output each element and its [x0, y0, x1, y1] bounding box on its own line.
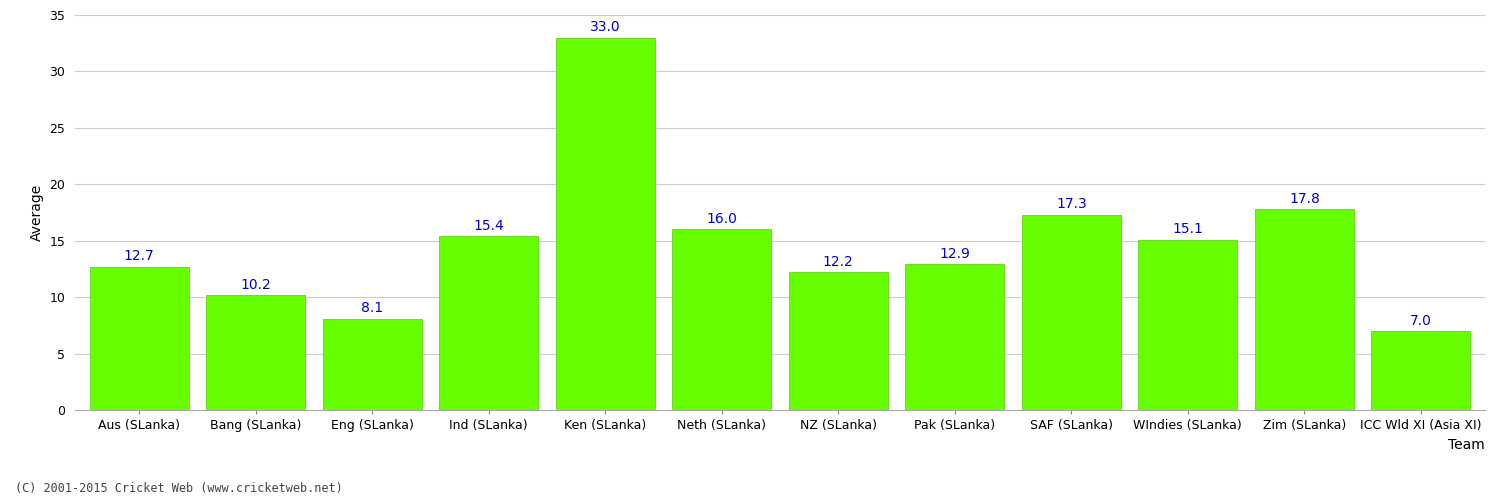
Text: 33.0: 33.0	[590, 20, 621, 34]
Text: 15.1: 15.1	[1173, 222, 1203, 236]
Bar	[206, 295, 304, 410]
Bar	[555, 38, 654, 410]
Text: 7.0: 7.0	[1410, 314, 1432, 328]
Text: 10.2: 10.2	[240, 278, 272, 291]
Bar	[322, 318, 422, 410]
Text: 16.0: 16.0	[706, 212, 736, 226]
Text: 17.8: 17.8	[1288, 192, 1320, 205]
Text: 8.1: 8.1	[362, 301, 382, 315]
Bar	[1371, 331, 1470, 410]
X-axis label: Team: Team	[1448, 438, 1485, 452]
Bar	[1022, 215, 1120, 410]
Text: 15.4: 15.4	[474, 219, 504, 233]
Text: 12.9: 12.9	[939, 247, 970, 261]
Text: 12.7: 12.7	[123, 250, 154, 264]
Text: (C) 2001-2015 Cricket Web (www.cricketweb.net): (C) 2001-2015 Cricket Web (www.cricketwe…	[15, 482, 342, 495]
Text: 12.2: 12.2	[824, 255, 854, 269]
Text: 17.3: 17.3	[1056, 198, 1086, 211]
Y-axis label: Average: Average	[30, 184, 44, 241]
Bar	[672, 230, 771, 410]
Bar	[440, 236, 538, 410]
Bar	[1256, 209, 1354, 410]
Bar	[90, 266, 189, 410]
Bar	[1138, 240, 1238, 410]
Bar	[906, 264, 1005, 410]
Bar	[789, 272, 888, 410]
